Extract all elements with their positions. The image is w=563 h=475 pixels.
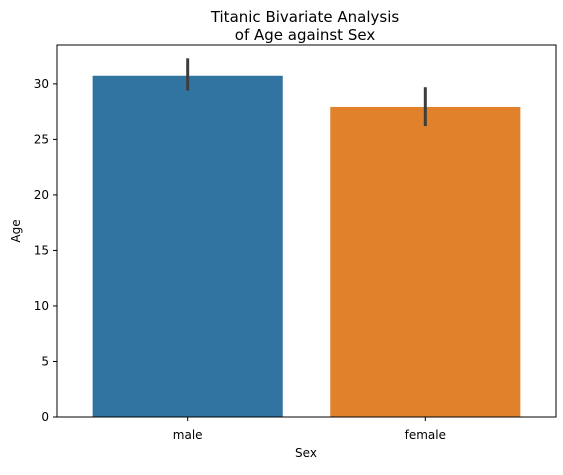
x-ticks-layer: male female [173, 417, 446, 442]
chart-title-line-1: Titanic Bivariate Analysis [210, 8, 400, 26]
y-axis-label: Age [9, 219, 23, 242]
x-axis-label: Sex [295, 446, 317, 460]
error-bars-layer [186, 58, 427, 127]
x-tick-label-male: male [173, 428, 203, 442]
x-tick-label-female: female [405, 428, 446, 442]
y-tick-label-15: 15 [34, 243, 49, 257]
bar-male [92, 75, 283, 417]
y-tick-label-0: 0 [41, 410, 49, 424]
y-tick-label-5: 5 [41, 354, 49, 368]
chart-title-line-2: of Age against Sex [235, 26, 376, 44]
y-tick-label-10: 10 [34, 299, 49, 313]
plot-frame [56, 44, 557, 418]
bars-layer [92, 75, 521, 418]
y-tick-label-20: 20 [34, 188, 49, 202]
y-tick-label-25: 25 [34, 132, 49, 146]
y-ticks-layer: 0 5 10 15 20 25 30 [34, 77, 57, 424]
y-tick-label-30: 30 [34, 77, 49, 91]
bar-female [330, 106, 521, 418]
